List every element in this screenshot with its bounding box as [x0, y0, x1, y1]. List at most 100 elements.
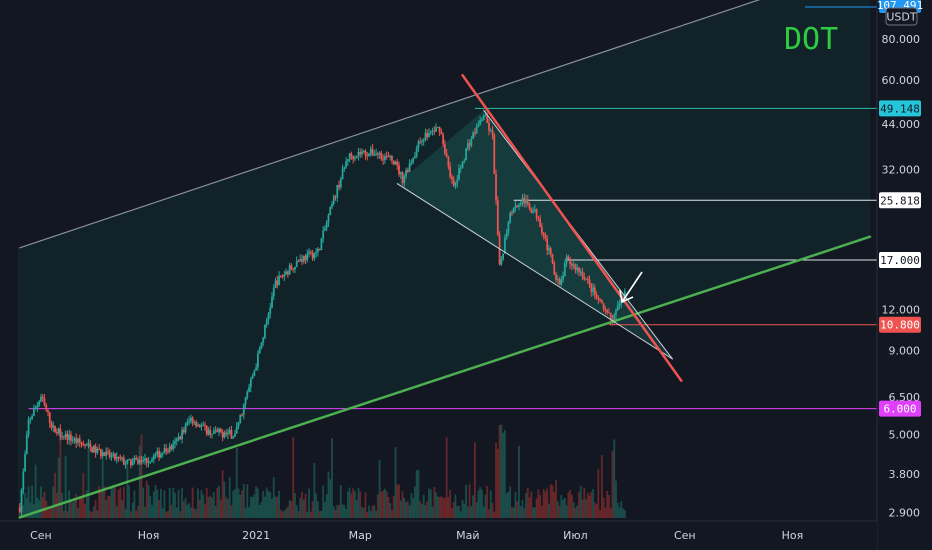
candle[interactable] — [61, 436, 63, 438]
candle[interactable] — [339, 179, 342, 188]
candle[interactable] — [278, 275, 280, 286]
candle[interactable] — [394, 161, 397, 165]
candle[interactable] — [107, 451, 109, 453]
candle[interactable] — [458, 168, 460, 180]
candle[interactable] — [271, 296, 273, 308]
candle[interactable] — [212, 430, 215, 434]
candle[interactable] — [410, 162, 413, 164]
candle[interactable] — [505, 232, 508, 238]
candle[interactable] — [140, 459, 143, 462]
candle[interactable] — [135, 457, 138, 460]
candle[interactable] — [600, 299, 603, 304]
candle[interactable] — [239, 414, 242, 424]
candle[interactable] — [579, 271, 582, 273]
candle[interactable] — [526, 199, 529, 204]
candle[interactable] — [595, 294, 598, 298]
candle[interactable] — [507, 222, 510, 233]
candle[interactable] — [158, 450, 161, 458]
candle[interactable] — [334, 196, 337, 198]
candle[interactable] — [569, 258, 572, 264]
currency-badge[interactable] — [885, 7, 918, 26]
candle[interactable] — [449, 166, 452, 177]
candle[interactable] — [488, 122, 490, 131]
candle[interactable] — [528, 203, 531, 209]
candle[interactable] — [368, 153, 370, 157]
candle[interactable] — [43, 398, 46, 405]
candle[interactable] — [137, 459, 139, 464]
candle[interactable] — [108, 451, 111, 458]
candle[interactable] — [80, 442, 83, 445]
candle[interactable] — [182, 429, 185, 433]
candle[interactable] — [608, 312, 610, 314]
candle[interactable] — [286, 271, 289, 275]
candle[interactable] — [392, 160, 395, 165]
candle[interactable] — [500, 259, 503, 265]
candle[interactable] — [119, 457, 122, 459]
candle[interactable] — [297, 261, 300, 263]
candle[interactable] — [94, 445, 97, 453]
candle[interactable] — [50, 422, 53, 428]
candle[interactable] — [249, 378, 252, 388]
candle[interactable] — [251, 375, 254, 379]
candle[interactable] — [376, 153, 379, 155]
candle[interactable] — [623, 291, 626, 298]
candle[interactable] — [486, 115, 489, 123]
candle[interactable] — [581, 271, 584, 277]
candle[interactable] — [338, 184, 340, 188]
candle[interactable] — [482, 116, 485, 120]
candle[interactable] — [31, 415, 34, 419]
candle[interactable] — [70, 434, 72, 441]
candle[interactable] — [456, 179, 459, 184]
candle[interactable] — [451, 176, 453, 180]
candle[interactable] — [502, 253, 504, 260]
candle[interactable] — [147, 461, 150, 463]
candle[interactable] — [378, 152, 381, 155]
candle[interactable] — [585, 278, 587, 280]
candle[interactable] — [122, 457, 125, 465]
candle[interactable] — [110, 455, 113, 458]
candle[interactable] — [272, 287, 275, 297]
candle[interactable] — [294, 267, 296, 270]
candle[interactable] — [71, 440, 74, 442]
candle[interactable] — [325, 222, 328, 229]
candle[interactable] — [583, 276, 586, 280]
candle[interactable] — [126, 459, 129, 464]
candle[interactable] — [32, 408, 35, 416]
candle[interactable] — [399, 172, 402, 175]
candle[interactable] — [48, 412, 51, 423]
candle[interactable] — [96, 448, 99, 453]
candle[interactable] — [348, 153, 351, 160]
candle[interactable] — [413, 156, 416, 159]
candle[interactable] — [588, 279, 591, 284]
candle[interactable] — [525, 199, 527, 204]
candle[interactable] — [156, 450, 159, 455]
candle[interactable] — [613, 314, 616, 321]
candle[interactable] — [599, 299, 602, 301]
candle[interactable] — [128, 459, 131, 461]
candle[interactable] — [570, 263, 573, 266]
candle[interactable] — [45, 404, 48, 411]
candle[interactable] — [336, 184, 339, 198]
candle[interactable] — [100, 449, 102, 457]
candle[interactable] — [258, 348, 261, 354]
candle[interactable] — [475, 126, 478, 134]
candle[interactable] — [618, 302, 621, 306]
candle[interactable] — [54, 425, 56, 432]
candle[interactable] — [87, 443, 90, 445]
candle[interactable] — [230, 430, 233, 439]
candle[interactable] — [313, 253, 316, 259]
candle[interactable] — [38, 401, 41, 406]
candle[interactable] — [419, 141, 422, 143]
candle[interactable] — [516, 205, 519, 207]
candle[interactable] — [91, 447, 93, 453]
candle[interactable] — [361, 151, 363, 155]
candle[interactable] — [77, 438, 79, 443]
candle[interactable] — [511, 212, 513, 214]
candle[interactable] — [302, 256, 305, 262]
candle[interactable] — [82, 444, 85, 446]
candle[interactable] — [269, 307, 272, 314]
candle[interactable] — [459, 168, 462, 170]
candle[interactable] — [40, 396, 42, 402]
candle[interactable] — [604, 309, 607, 311]
candle[interactable] — [105, 451, 108, 456]
